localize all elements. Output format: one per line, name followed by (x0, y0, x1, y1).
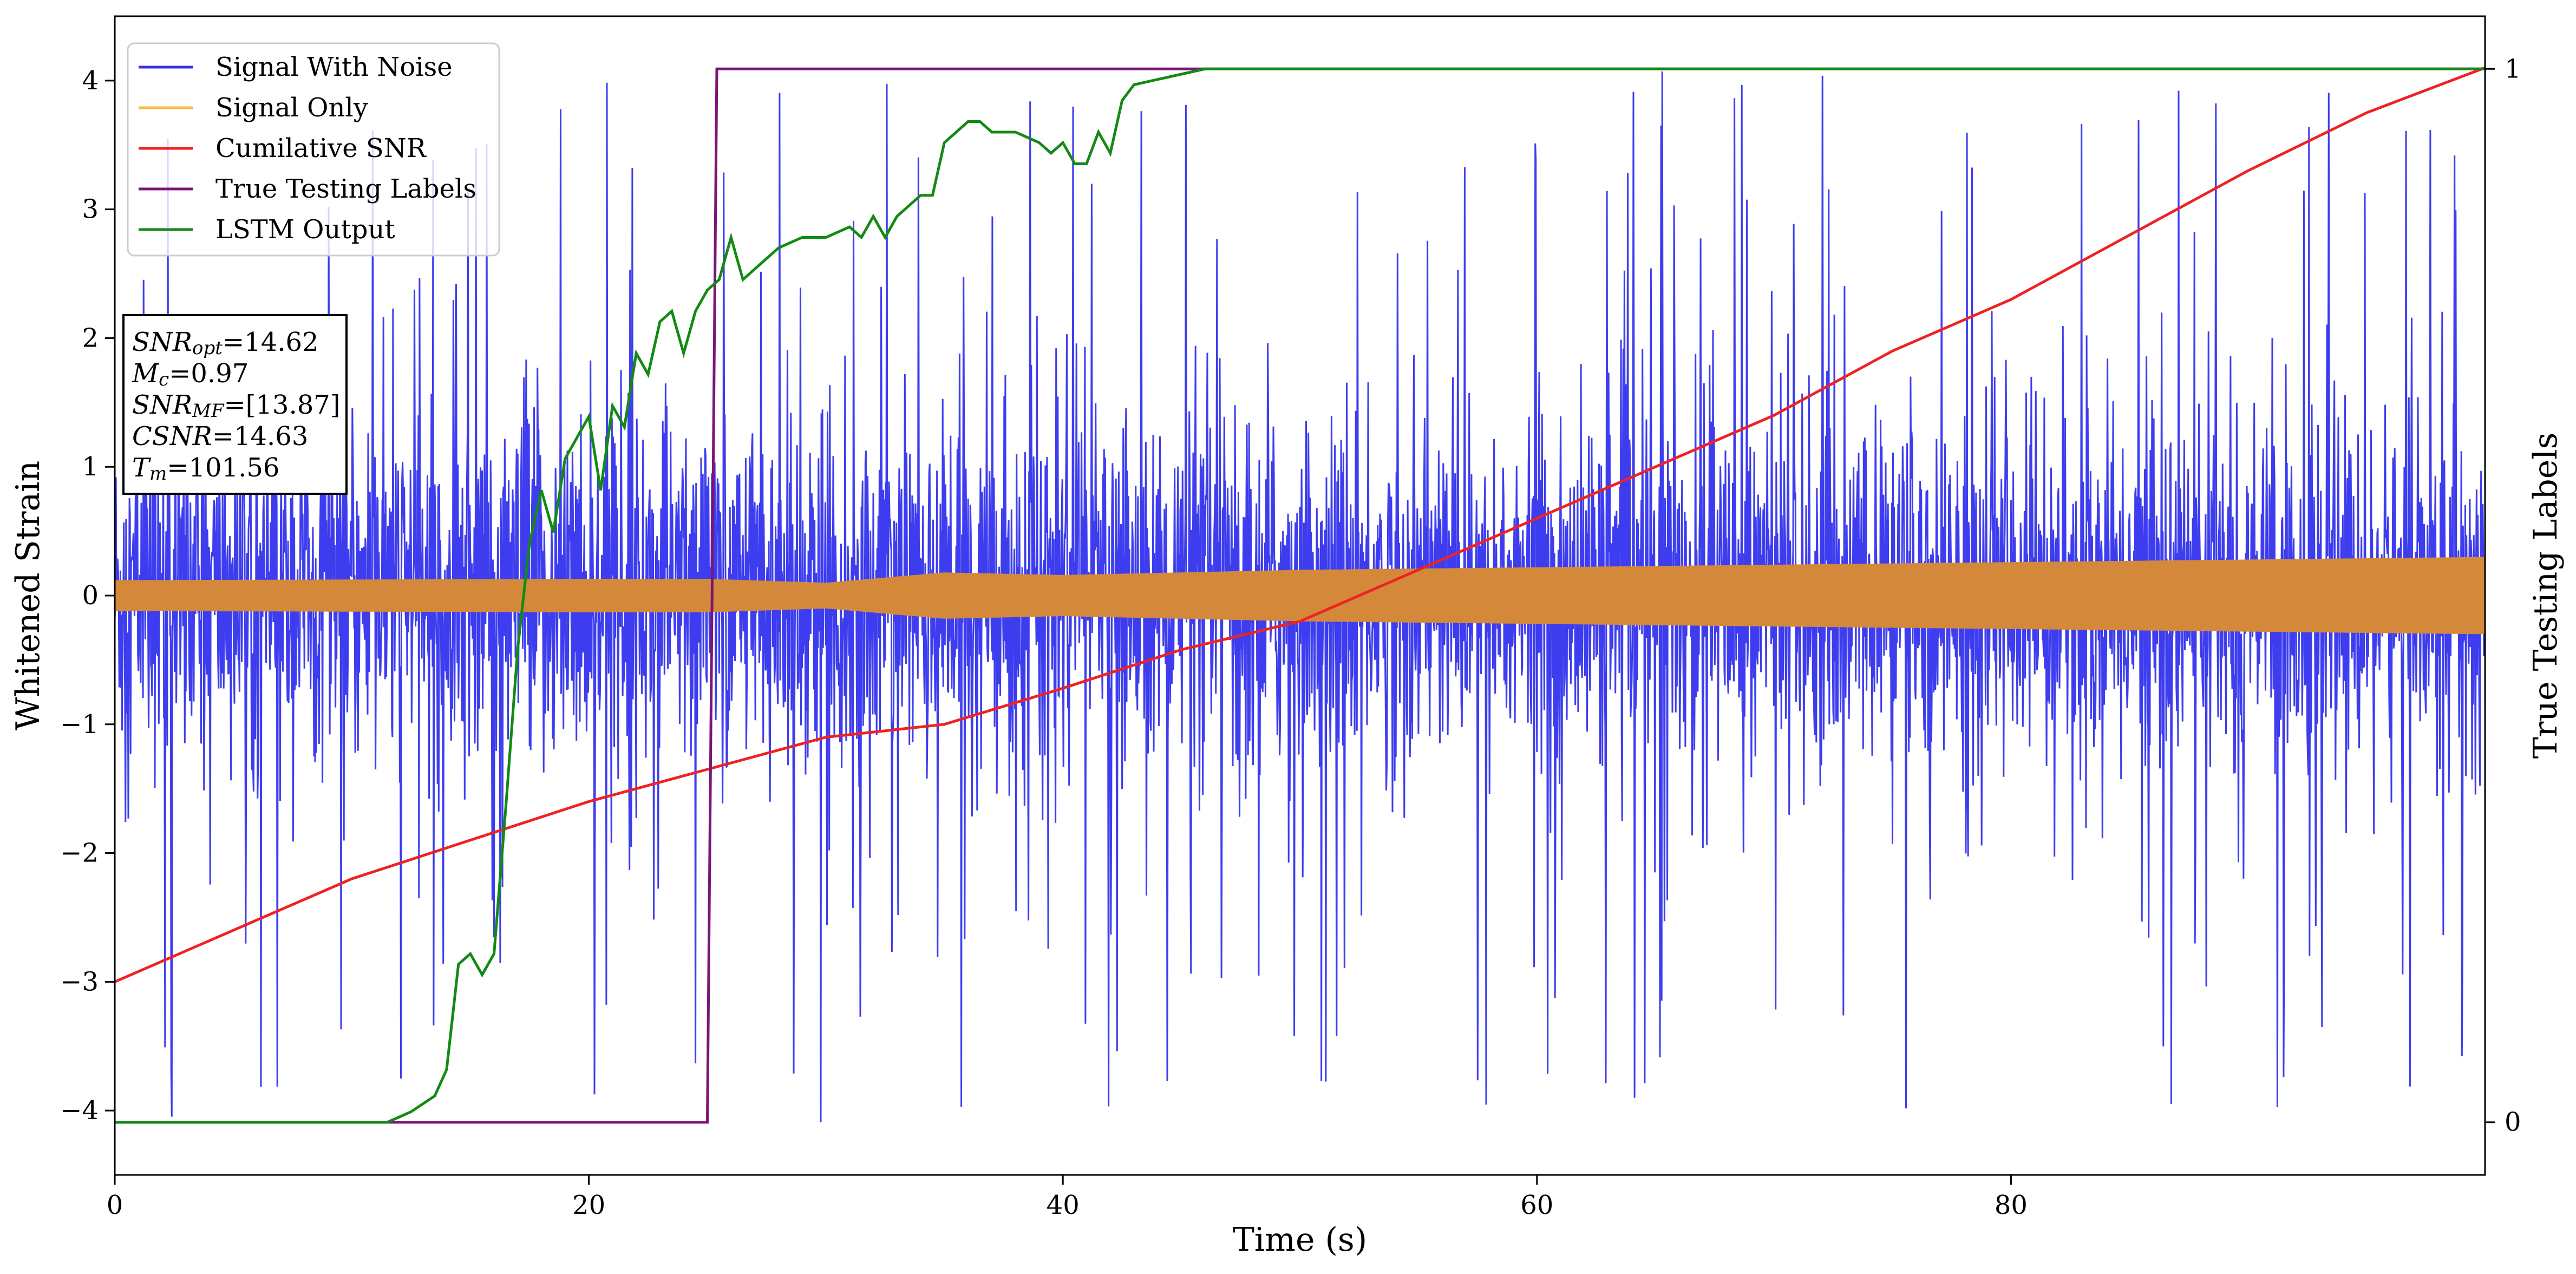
legend-label: Signal Only (215, 93, 368, 123)
y-axis-right: 01 (2485, 54, 2521, 1138)
y-tick-label: 3 (82, 194, 99, 225)
annotation-line: Tm=101.56 (132, 453, 279, 485)
y-tick-label: −1 (60, 709, 99, 740)
series-lstm-output (115, 67, 2485, 1124)
y-tick-label: 1 (82, 452, 99, 482)
y-tick-label: −4 (60, 1095, 99, 1126)
legend: Signal With Noise Signal Only Cumilative S… (127, 42, 500, 257)
y2-axis-label: True Testing Labels (2527, 433, 2565, 759)
y-axis-left: −4 −3 −2 −1 0 1 2 3 4 (60, 66, 115, 1126)
x-axis: 0 20 40 60 80 (107, 1175, 2028, 1220)
y-tick-label: 0 (82, 580, 99, 611)
legend-label: Cumilative SNR (215, 133, 427, 164)
y-tick-label: −2 (60, 838, 99, 868)
y-axis-label: Whitened Strain (9, 461, 47, 730)
annotation-line: CSNR=14.63 (132, 421, 308, 452)
y2-tick-label: 0 (2505, 1107, 2521, 1138)
y-tick-label: 2 (82, 323, 99, 353)
annotation-line: SNRopt=14.62 (132, 327, 319, 359)
x-tick-label: 20 (572, 1190, 605, 1220)
x-axis-label: Time (s) (1233, 1221, 1367, 1259)
plot-area (115, 66, 2485, 1124)
annotation-frame (122, 314, 348, 495)
legend-label: LSTM Output (215, 214, 395, 245)
x-tick-label: 0 (107, 1190, 123, 1220)
legend-item: LSTM Output (139, 214, 395, 245)
annotation-line: SNRMF=[13.87] (132, 390, 341, 422)
y2-tick-label: 1 (2505, 54, 2521, 84)
annotation-line: Mc=0.97 (132, 358, 249, 390)
x-tick-label: 40 (1047, 1190, 1080, 1220)
y-tick-label: 4 (82, 66, 99, 96)
legend-item: Signal Only (139, 93, 368, 123)
x-tick-label: 60 (1520, 1190, 1553, 1220)
legend-item: Cumilative SNR (139, 133, 427, 164)
legend-item: True Testing Labels (139, 174, 476, 204)
series-signal-only (115, 557, 2485, 635)
legend-label: Signal With Noise (215, 52, 453, 82)
x-tick-label: 80 (1995, 1190, 2028, 1220)
legend-label: True Testing Labels (215, 174, 476, 204)
annotation-box: SNRopt=14.62Mc=0.97SNRMF=[13.87]CSNR=14.… (122, 314, 348, 495)
legend-item: Signal With Noise (139, 52, 453, 82)
series-cumulative-snr (115, 66, 2485, 983)
legend-frame (127, 42, 500, 257)
y-tick-label: −3 (60, 966, 99, 997)
